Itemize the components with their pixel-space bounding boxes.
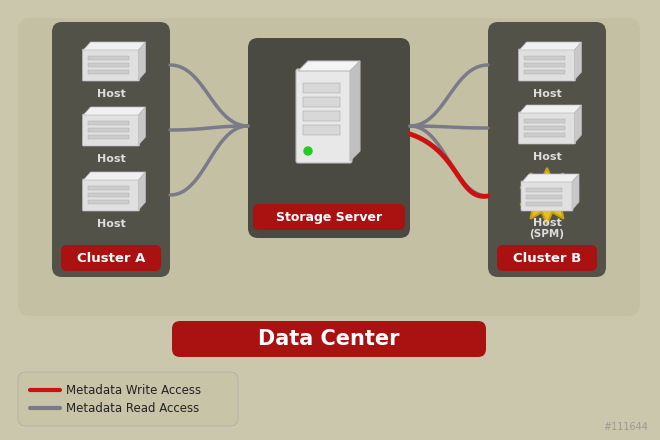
Polygon shape: [298, 61, 360, 71]
Bar: [303, 97, 340, 107]
Text: Metadata Read Access: Metadata Read Access: [66, 401, 199, 414]
FancyBboxPatch shape: [296, 69, 352, 163]
Text: Storage Server: Storage Server: [276, 210, 382, 224]
FancyBboxPatch shape: [519, 112, 576, 144]
Polygon shape: [139, 42, 145, 80]
Bar: [526, 195, 562, 199]
FancyBboxPatch shape: [253, 204, 405, 230]
Polygon shape: [572, 174, 579, 210]
Text: (SPM): (SPM): [529, 229, 564, 239]
Polygon shape: [84, 172, 145, 180]
Polygon shape: [574, 105, 581, 143]
Polygon shape: [522, 174, 579, 182]
Text: #111644: #111644: [603, 422, 648, 432]
FancyBboxPatch shape: [488, 22, 606, 277]
Bar: [523, 70, 564, 74]
FancyBboxPatch shape: [172, 321, 486, 357]
Text: Host: Host: [96, 219, 125, 229]
Polygon shape: [520, 168, 574, 224]
Text: Host: Host: [96, 154, 125, 164]
Polygon shape: [574, 42, 581, 80]
Text: Host: Host: [533, 218, 562, 228]
Polygon shape: [519, 42, 581, 50]
Bar: [88, 121, 129, 125]
FancyBboxPatch shape: [521, 181, 573, 211]
Bar: [88, 135, 129, 139]
Polygon shape: [84, 107, 145, 115]
Polygon shape: [139, 172, 145, 210]
FancyBboxPatch shape: [248, 38, 410, 238]
Text: Cluster A: Cluster A: [77, 252, 145, 264]
FancyBboxPatch shape: [82, 49, 139, 81]
FancyBboxPatch shape: [52, 22, 170, 277]
Bar: [523, 56, 564, 60]
Bar: [523, 126, 564, 130]
Polygon shape: [519, 105, 581, 113]
Bar: [526, 188, 562, 192]
Circle shape: [304, 147, 312, 155]
FancyBboxPatch shape: [519, 49, 576, 81]
FancyBboxPatch shape: [82, 179, 139, 211]
Bar: [88, 193, 129, 197]
Bar: [526, 202, 562, 206]
Text: Host: Host: [96, 89, 125, 99]
Bar: [88, 200, 129, 204]
Bar: [88, 56, 129, 60]
Bar: [523, 63, 564, 67]
Text: Data Center: Data Center: [258, 329, 400, 349]
Polygon shape: [84, 42, 145, 50]
Polygon shape: [139, 107, 145, 145]
Bar: [303, 125, 340, 135]
FancyBboxPatch shape: [18, 18, 640, 316]
Text: Cluster B: Cluster B: [513, 252, 581, 264]
Text: Host: Host: [533, 152, 562, 162]
Text: Host: Host: [533, 89, 562, 99]
Bar: [88, 70, 129, 74]
Bar: [523, 133, 564, 137]
Text: Metadata Write Access: Metadata Write Access: [66, 384, 201, 396]
Bar: [303, 83, 340, 93]
Bar: [303, 111, 340, 121]
FancyBboxPatch shape: [497, 245, 597, 271]
Bar: [523, 119, 564, 123]
Bar: [88, 63, 129, 67]
FancyBboxPatch shape: [82, 114, 139, 146]
FancyBboxPatch shape: [18, 372, 238, 426]
Bar: [88, 186, 129, 190]
Bar: [88, 128, 129, 132]
Polygon shape: [350, 61, 360, 161]
FancyBboxPatch shape: [61, 245, 161, 271]
